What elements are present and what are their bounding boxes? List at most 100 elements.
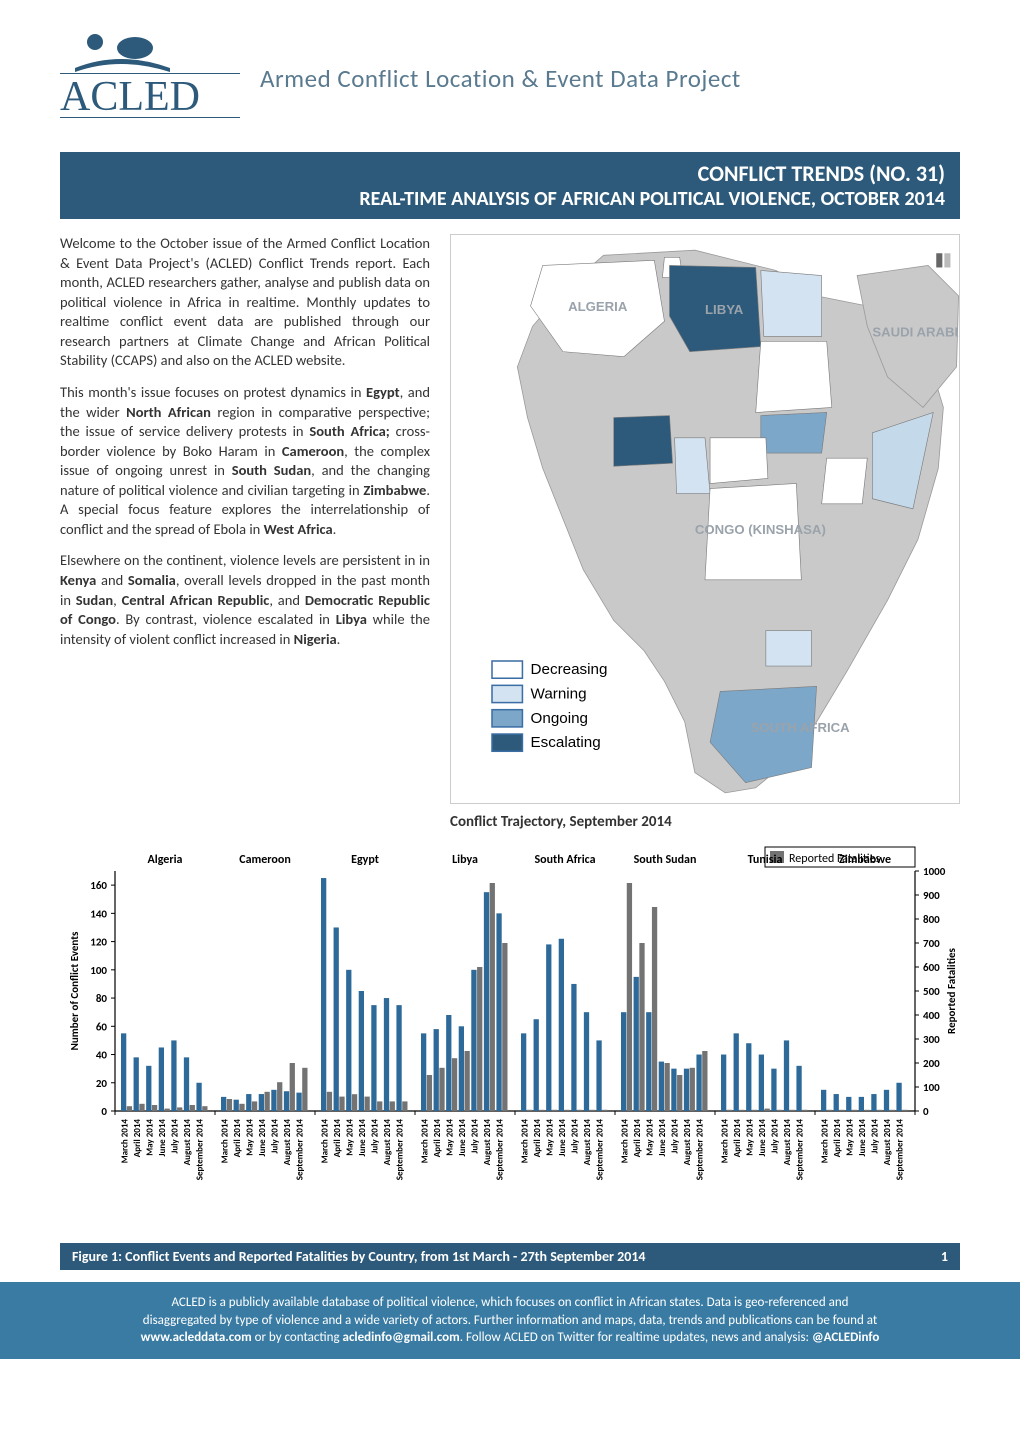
svg-text:May 2014: May 2014 [244,1119,255,1156]
svg-text:August 2014: August 2014 [382,1119,393,1166]
svg-text:Egypt: Egypt [351,853,379,867]
svg-text:May 2014: May 2014 [644,1119,655,1156]
svg-text:July 2014: July 2014 [570,1119,581,1154]
svg-text:March 2014: March 2014 [419,1119,430,1164]
footer: ACLED is a publicly available database o… [0,1282,1020,1359]
svg-text:300: 300 [923,1033,940,1046]
svg-text:August 2014: August 2014 [282,1119,293,1166]
svg-text:July 2014: July 2014 [770,1119,781,1154]
svg-text:July 2014: July 2014 [370,1119,381,1154]
svg-text:April 2014: April 2014 [532,1119,543,1158]
svg-text:Libya: Libya [452,853,478,867]
svg-text:May 2014: May 2014 [844,1119,855,1156]
svg-text:May 2014: May 2014 [544,1119,555,1156]
svg-text:June 2014: June 2014 [657,1119,668,1157]
svg-text:August 2014: August 2014 [582,1119,593,1166]
intro-para3: Elsewhere on the continent, violence lev… [60,551,430,649]
svg-text:March 2014: March 2014 [219,1119,230,1164]
svg-text:South Africa: South Africa [534,853,595,867]
svg-text:SAUDI ARABIA: SAUDI ARABIA [872,324,960,339]
svg-text:June 2014: June 2014 [157,1119,168,1157]
svg-text:April 2014: April 2014 [232,1119,243,1158]
svg-text:August 2014: August 2014 [482,1119,493,1166]
svg-text:LIBYA: LIBYA [705,302,744,317]
svg-text:0: 0 [101,1105,107,1118]
svg-text:500: 500 [923,985,940,998]
svg-text:July 2014: July 2014 [470,1119,481,1154]
svg-text:May 2014: May 2014 [344,1119,355,1156]
svg-text:Tunisia: Tunisia [748,853,783,867]
svg-text:South Sudan: South Sudan [634,853,697,867]
svg-text:March 2014: March 2014 [519,1119,530,1164]
svg-text:September 2014: September 2014 [495,1119,506,1181]
svg-text:400: 400 [923,1009,940,1022]
svg-text:September 2014: September 2014 [295,1119,306,1181]
title-line1: CONFLICT TRENDS (NO. 31) [75,160,945,187]
africa-map: ALGERIA LIBYA SAUDI ARABIA CONGO (KINSHASA)… [450,234,960,804]
svg-text:60: 60 [96,1020,108,1033]
svg-text:140: 140 [90,907,107,920]
svg-text:800: 800 [923,913,940,926]
svg-text:June 2014: June 2014 [257,1119,268,1157]
svg-text:September 2014: September 2014 [395,1119,406,1181]
svg-text:July 2014: July 2014 [870,1119,881,1154]
svg-text:120: 120 [90,936,107,949]
svg-text:700: 700 [923,937,940,950]
figure-caption: Figure 1: Conflict Events and Reported F… [72,1248,646,1265]
svg-text:40: 40 [96,1049,108,1062]
svg-text:April 2014: April 2014 [632,1119,643,1158]
svg-text:200: 200 [923,1057,940,1070]
intro-para2: This month's issue focuses on protest dy… [60,383,430,540]
logo-acronym: ACLED [60,74,200,120]
svg-text:ALGERIA: ALGERIA [568,299,628,314]
svg-text:SOUTH AFRICA: SOUTH AFRICA [751,720,851,735]
svg-text:September 2014: September 2014 [695,1119,706,1181]
intro-text-column: Welcome to the October issue of the Arme… [60,234,430,831]
map-caption: Conflict Trajectory, September 2014 [450,813,960,831]
title-bar: CONFLICT TRENDS (NO. 31) REAL-TIME ANALY… [60,152,960,219]
svg-text:June 2014: June 2014 [757,1119,768,1157]
intro-para1: Welcome to the October issue of the Arme… [60,234,430,371]
svg-text:900: 900 [923,889,940,902]
svg-text:July 2014: July 2014 [670,1119,681,1154]
acled-logo: ACLED [60,30,240,127]
svg-text:80: 80 [96,992,108,1005]
svg-text:Reported Fatalities: Reported Fatalities [945,947,958,1033]
svg-text:September 2014: September 2014 [795,1119,806,1181]
svg-text:June 2014: June 2014 [557,1119,568,1157]
svg-text:Zimbabwe: Zimbabwe [839,853,891,867]
svg-text:August 2014: August 2014 [882,1119,893,1166]
svg-text:1000: 1000 [923,865,946,878]
svg-text:September 2014: September 2014 [595,1119,606,1181]
svg-text:August 2014: August 2014 [782,1119,793,1166]
svg-text:20: 20 [96,1077,108,1090]
svg-text:March 2014: March 2014 [819,1119,830,1164]
svg-text:Algeria: Algeria [148,853,183,867]
svg-text:August 2014: August 2014 [682,1119,693,1166]
svg-text:May 2014: May 2014 [444,1119,455,1156]
svg-text:March 2014: March 2014 [119,1119,130,1164]
svg-text:March 2014: March 2014 [619,1119,630,1164]
svg-text:April 2014: April 2014 [332,1119,343,1158]
svg-text:160: 160 [90,879,107,892]
svg-text:April 2014: April 2014 [832,1119,843,1158]
header-subtitle: Armed Conflict Location & Event Data Pro… [260,63,741,94]
page-number: 1 [941,1248,948,1265]
svg-text:Escalating: Escalating [531,734,601,751]
svg-text:July 2014: July 2014 [270,1119,281,1154]
svg-text:Number of Conflict Events: Number of Conflict Events [68,931,81,1050]
conflict-events-chart: 0 20 40 60 80 100 120 140 160 0 100 200 300 400 500 600… [60,841,960,1236]
header: ACLED Armed Conflict Location & Event Da… [60,30,960,127]
svg-text:CONGO (KINSHASA): CONGO (KINSHASA) [695,522,826,537]
svg-text:0: 0 [923,1105,929,1118]
svg-text:100: 100 [923,1081,940,1094]
svg-text:600: 600 [923,961,940,974]
svg-text:Warning: Warning [531,686,587,703]
svg-text:April 2014: April 2014 [732,1119,743,1158]
title-line2: REAL-TIME ANALYSIS OF AFRICAN POLITICAL … [75,187,945,211]
svg-text:May 2014: May 2014 [744,1119,755,1156]
svg-text:100: 100 [90,964,107,977]
svg-text:August 2014: August 2014 [182,1119,193,1166]
svg-text:April 2014: April 2014 [132,1119,143,1158]
svg-text:September 2014: September 2014 [195,1119,206,1181]
